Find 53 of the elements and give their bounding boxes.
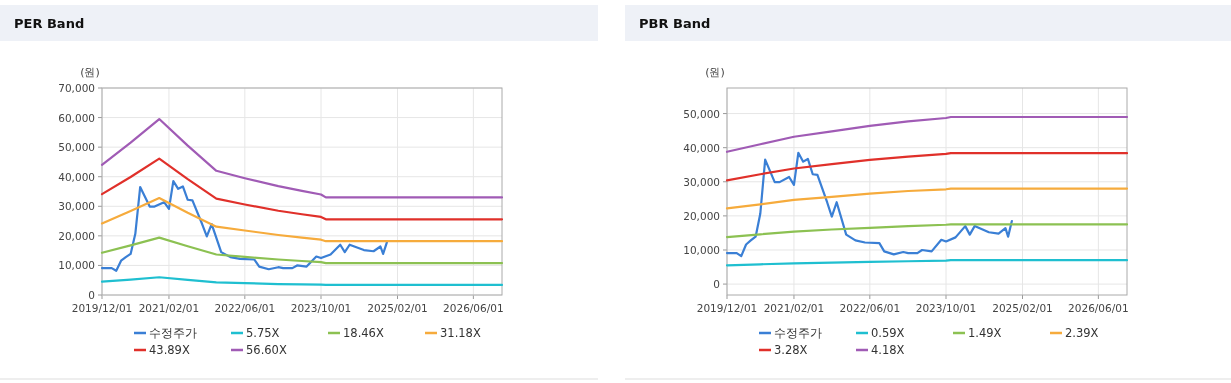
line-series <box>100 196 504 243</box>
x-tick-label: 2022/06/01 <box>214 302 276 314</box>
y-tick-label: 20,000 <box>683 209 720 222</box>
y-tick-label: 10,000 <box>58 259 95 272</box>
x-tick-label: 2021/02/01 <box>763 302 825 314</box>
x-tick-label: 2025/02/01 <box>992 302 1053 314</box>
legend-label: 수정주가 <box>774 326 822 340</box>
y-axis-title: (원) <box>705 66 725 79</box>
x-tick-label: 2019/12/01 <box>696 302 758 314</box>
x-tick-label: 2026/06/01 <box>1068 302 1129 314</box>
legend-label: 0.59X <box>871 326 905 340</box>
x-tick-label: 2022/06/01 <box>839 302 901 314</box>
y-tick-label: 10,000 <box>683 243 720 256</box>
x-tick-label: 2021/02/01 <box>138 302 200 314</box>
y-tick-label: 60,000 <box>58 111 95 124</box>
line-series <box>100 236 504 265</box>
legend-label: 3.28X <box>774 343 808 357</box>
chart-title: PER Band <box>14 16 85 31</box>
line-series <box>100 157 504 221</box>
y-tick-label: 0 <box>713 278 720 291</box>
x-tick-label: 2025/02/01 <box>367 302 428 314</box>
y-axis-title: (원) <box>80 66 100 79</box>
legend-label: 56.60X <box>246 343 287 357</box>
legend-label: 43.89X <box>149 343 190 357</box>
legend-label: 31.18X <box>440 326 481 340</box>
line-series <box>725 151 1013 258</box>
y-tick-label: 40,000 <box>58 170 95 183</box>
x-tick-label: 2019/12/01 <box>71 302 133 314</box>
y-tick-label: 50,000 <box>683 107 720 120</box>
y-tick-label: 20,000 <box>58 229 95 242</box>
line-series <box>725 115 1129 153</box>
line-series <box>725 152 1129 182</box>
line-series <box>100 180 388 272</box>
legend-label: 4.18X <box>871 343 905 357</box>
y-tick-label: 0 <box>88 289 95 301</box>
x-tick-label: 2023/10/01 <box>915 302 977 314</box>
legend-label: 1.49X <box>968 326 1002 340</box>
legend-label: 5.75X <box>246 326 280 340</box>
y-tick-label: 30,000 <box>683 175 720 188</box>
y-tick-label: 50,000 <box>58 141 95 154</box>
x-tick-label: 2023/10/01 <box>290 302 352 314</box>
y-tick-label: 30,000 <box>58 200 95 213</box>
y-tick-label: 40,000 <box>683 141 720 154</box>
legend-label: 18.46X <box>343 326 384 340</box>
line-series <box>725 187 1129 210</box>
line-series <box>100 276 504 287</box>
chart-title: PBR Band <box>639 16 711 31</box>
line-series <box>725 223 1129 239</box>
legend-label: 수정주가 <box>149 326 197 340</box>
x-tick-label: 2026/06/01 <box>443 302 504 314</box>
legend-label: 2.39X <box>1065 326 1099 340</box>
y-tick-label: 70,000 <box>58 82 95 94</box>
line-series <box>100 117 504 199</box>
